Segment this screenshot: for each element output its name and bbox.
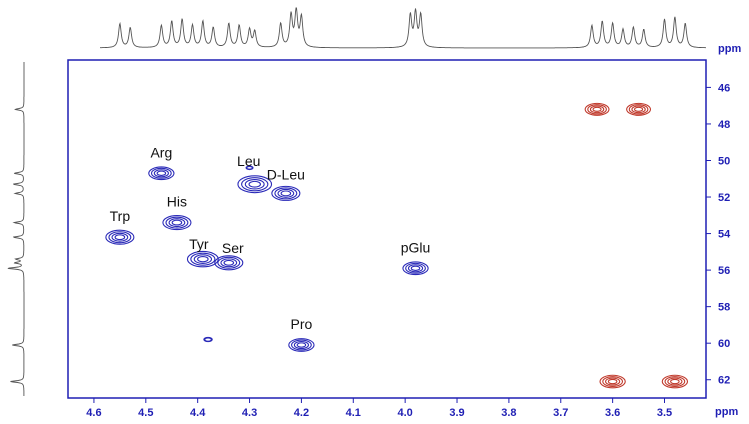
y-tick-label: 62	[718, 375, 730, 387]
peak-contour	[584, 102, 610, 116]
x-tick-label: 3.7	[553, 407, 568, 419]
peak-label-d-leu: D-Leu	[267, 166, 305, 182]
peak-contour	[162, 215, 192, 231]
x-tick-label: 4.3	[242, 407, 257, 419]
peak-label-leu: Leu	[237, 153, 260, 169]
proton-projection-trace	[100, 7, 706, 49]
peak-labels: Trp Arg His Tyr Ser Leu D-Leu Pro pGlu	[110, 144, 431, 332]
peak-label-arg: Arg	[150, 144, 172, 160]
peak-label-trp: Trp	[110, 208, 131, 224]
peak-contour	[105, 229, 135, 245]
peak-contour	[186, 250, 219, 268]
peak-contour	[271, 185, 301, 201]
peak-contour	[245, 165, 254, 171]
peak-label-tyr: Tyr	[189, 236, 209, 252]
x-tick-label: 3.5	[657, 407, 672, 419]
x-tick-label: 4.1	[346, 407, 361, 419]
peak-contour	[203, 336, 213, 343]
peak-contour	[661, 374, 689, 389]
peak-label-his: His	[167, 194, 187, 210]
y-tick-label: 58	[718, 302, 730, 314]
x-tick-label: 4.5	[138, 407, 153, 419]
peak-contour	[626, 102, 652, 116]
peak-contour	[214, 255, 244, 271]
x-axis-ticks: 4.6 4.5 4.4 4.3 4.2 4.1 4.0 3.9 3.8 3.7 3.6 3.5	[86, 398, 672, 419]
x-tick-label: 4.4	[190, 407, 206, 419]
x-tick-label: 4.6	[86, 407, 101, 419]
peak-contour	[402, 261, 429, 276]
x-tick-label: 3.8	[501, 407, 516, 419]
y-tick-label: 56	[718, 265, 730, 277]
y-tick-label: 60	[718, 338, 730, 350]
peak-contour	[599, 374, 626, 389]
x-tick-label: 3.9	[449, 407, 464, 419]
x-tick-label: 4.0	[398, 407, 413, 419]
x-tick-label: 3.6	[605, 407, 620, 419]
y-axis-unit: ppm	[718, 43, 741, 55]
y-tick-label: 54	[718, 229, 731, 241]
contour-peaks	[105, 102, 689, 389]
peak-contour	[288, 338, 315, 352]
x-axis-unit: ppm	[715, 406, 738, 418]
peak-label-pro: Pro	[291, 316, 313, 332]
carbon-projection-trace	[7, 62, 25, 396]
y-axis-ticks: 46 48 50 52 54 56 58 60 62	[706, 82, 731, 387]
x-tick-label: 4.2	[294, 407, 309, 419]
y-tick-label: 50	[718, 155, 730, 167]
peak-contour	[148, 166, 175, 181]
y-tick-label: 48	[718, 119, 730, 131]
y-tick-label: 46	[718, 82, 730, 94]
peak-contour	[237, 175, 273, 194]
peak-label-ser: Ser	[222, 240, 244, 256]
peak-label-pglu: pGlu	[401, 239, 431, 255]
y-tick-label: 52	[718, 192, 730, 204]
plot-frame	[67, 59, 707, 399]
